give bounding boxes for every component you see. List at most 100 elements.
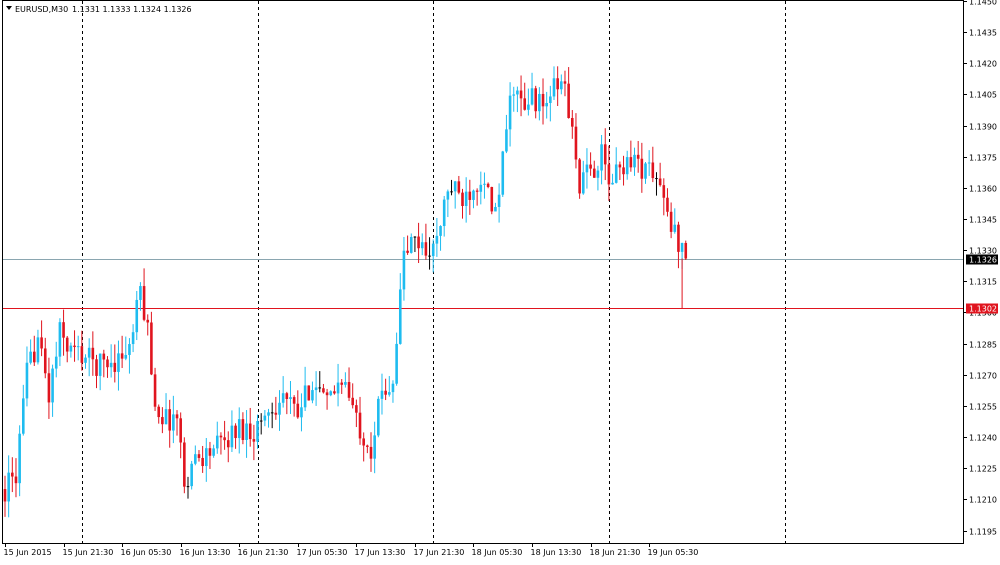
candle — [395, 332, 398, 386]
y-tick-label: 1.1435 — [969, 29, 997, 38]
candle-body — [574, 126, 578, 160]
candle — [223, 420, 226, 450]
candle-body — [150, 322, 153, 375]
candle-body — [87, 347, 91, 358]
candle-body — [106, 359, 109, 368]
candle — [285, 391, 289, 415]
candle — [585, 148, 589, 189]
candle — [84, 354, 87, 369]
candle-body — [384, 390, 387, 395]
candle-body — [102, 353, 106, 360]
candle — [541, 78, 545, 125]
candle — [183, 437, 186, 494]
candle-body — [197, 454, 201, 458]
candle — [567, 67, 570, 119]
candle-body — [237, 419, 241, 439]
candle — [311, 381, 314, 404]
candle-body — [47, 373, 51, 403]
candle-body — [490, 187, 494, 212]
candle-body — [355, 405, 358, 413]
candle-body — [633, 154, 636, 168]
candle-body — [322, 388, 325, 393]
candle — [3, 475, 7, 517]
candle-body — [22, 398, 25, 434]
candle — [457, 175, 461, 195]
candle — [292, 395, 296, 417]
candle — [14, 458, 18, 498]
candle-body — [581, 172, 585, 194]
candle-body — [625, 157, 629, 175]
candle-body — [54, 356, 58, 369]
candle-body — [296, 403, 300, 418]
candle-body — [366, 445, 369, 447]
x-tick-label: 15 Jun 21:30 — [63, 548, 114, 557]
candle — [388, 376, 391, 397]
candle — [161, 407, 164, 434]
candle-body — [124, 354, 128, 359]
candle — [76, 335, 80, 361]
candle-body — [164, 409, 168, 425]
x-tick-label: 15 Jun 2015 — [4, 548, 52, 557]
candle — [194, 445, 197, 466]
candle — [560, 74, 563, 95]
y-tick-label: 1.1360 — [969, 185, 997, 194]
candle-body — [98, 353, 102, 376]
candle — [124, 336, 128, 361]
candle-body — [662, 185, 666, 198]
candle — [62, 309, 65, 356]
candle-body — [549, 96, 552, 103]
candle-body — [501, 151, 505, 195]
candle — [538, 87, 541, 121]
candle — [475, 188, 479, 206]
candle — [413, 236, 417, 253]
candle-body — [406, 250, 409, 253]
candle — [428, 237, 431, 270]
candle — [29, 339, 32, 365]
candle-body — [223, 437, 226, 441]
candle-body — [241, 419, 245, 440]
candle — [153, 367, 157, 411]
candle — [172, 395, 175, 444]
candle-body — [571, 118, 574, 127]
candle — [278, 390, 281, 431]
time-axis[interactable]: 15 Jun 2015 15 Jun 21:30 16 Jun 05:30 16 Ju… — [4, 543, 699, 557]
candle — [179, 412, 182, 459]
candle-body — [483, 183, 486, 185]
candle-body — [647, 162, 651, 164]
candle-body — [139, 286, 142, 300]
candle-body — [113, 362, 117, 372]
candle — [230, 410, 234, 452]
candle — [36, 329, 40, 365]
candle-body — [600, 144, 603, 171]
candle — [673, 208, 677, 234]
candle-body — [205, 448, 208, 467]
candle-body — [666, 197, 669, 212]
candle — [494, 202, 497, 212]
candle — [215, 421, 219, 454]
candle-body — [402, 250, 406, 290]
candle-body — [442, 199, 446, 227]
candle-body — [259, 420, 263, 422]
candle — [358, 396, 362, 445]
candle — [325, 388, 329, 410]
candle — [128, 338, 131, 374]
candle-body — [563, 81, 567, 84]
candle — [32, 335, 36, 366]
candle-body — [680, 242, 684, 252]
candle-body — [303, 385, 307, 408]
candle-body — [95, 359, 98, 376]
candle-body — [497, 194, 501, 207]
candle-body — [157, 406, 161, 418]
dropdown-triangle-icon[interactable] — [6, 6, 12, 10]
candle — [398, 273, 402, 345]
candle-body — [120, 353, 124, 359]
candle — [571, 110, 574, 139]
y-tick-label: 1.1375 — [969, 154, 997, 163]
candle-body — [212, 448, 215, 456]
candle-body — [325, 392, 329, 396]
candle-body — [651, 162, 655, 179]
candle-body — [183, 442, 186, 487]
